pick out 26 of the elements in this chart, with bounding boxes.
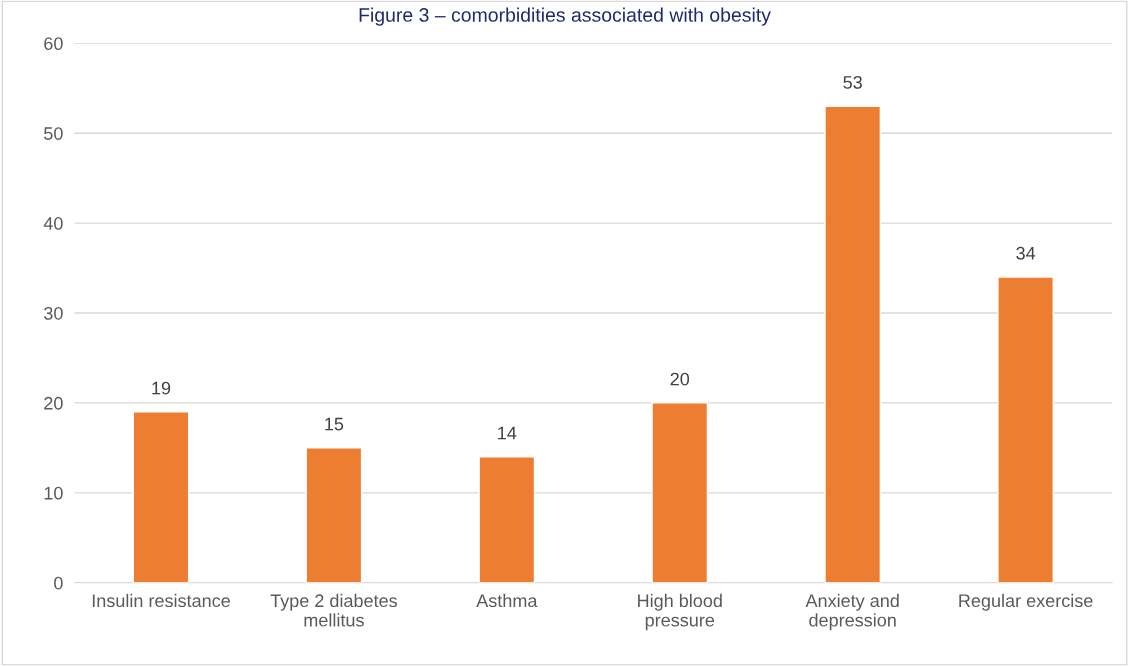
data-label: 15	[325, 417, 344, 431]
bar	[824, 105, 882, 583]
x-tick-label: Regular exercise	[959, 593, 1093, 611]
data-label: 14	[498, 426, 517, 440]
bar	[997, 276, 1054, 583]
bar	[651, 402, 709, 583]
y-tick-label: 40	[43, 217, 63, 230]
data-label: 34	[1016, 246, 1036, 260]
x-tick-label: Insulin resistance	[92, 593, 230, 608]
data-label: 20	[670, 372, 690, 386]
bar	[305, 447, 363, 583]
x-tick-label: Asthma	[476, 593, 538, 608]
x-tick-label: Anxiety and depression	[805, 593, 899, 631]
y-tick-label: 10	[44, 486, 63, 500]
bar	[132, 411, 190, 583]
y-tick-label: 0	[54, 576, 63, 590]
x-tick-label: High blood pressure	[638, 593, 722, 631]
data-label: 19	[152, 381, 171, 395]
y-tick-label: 30	[44, 306, 63, 320]
data-label: 53	[843, 75, 862, 89]
y-tick-label: 20	[44, 396, 63, 410]
x-tick-label: Type 2 diabetes mellitus	[270, 593, 397, 627]
y-tick-label: 50	[44, 127, 63, 140]
y-tick-label: 60	[44, 37, 63, 51]
chart-title: Figure 3 – comorbidities associated with obesity	[359, 7, 771, 26]
bar	[478, 456, 536, 583]
